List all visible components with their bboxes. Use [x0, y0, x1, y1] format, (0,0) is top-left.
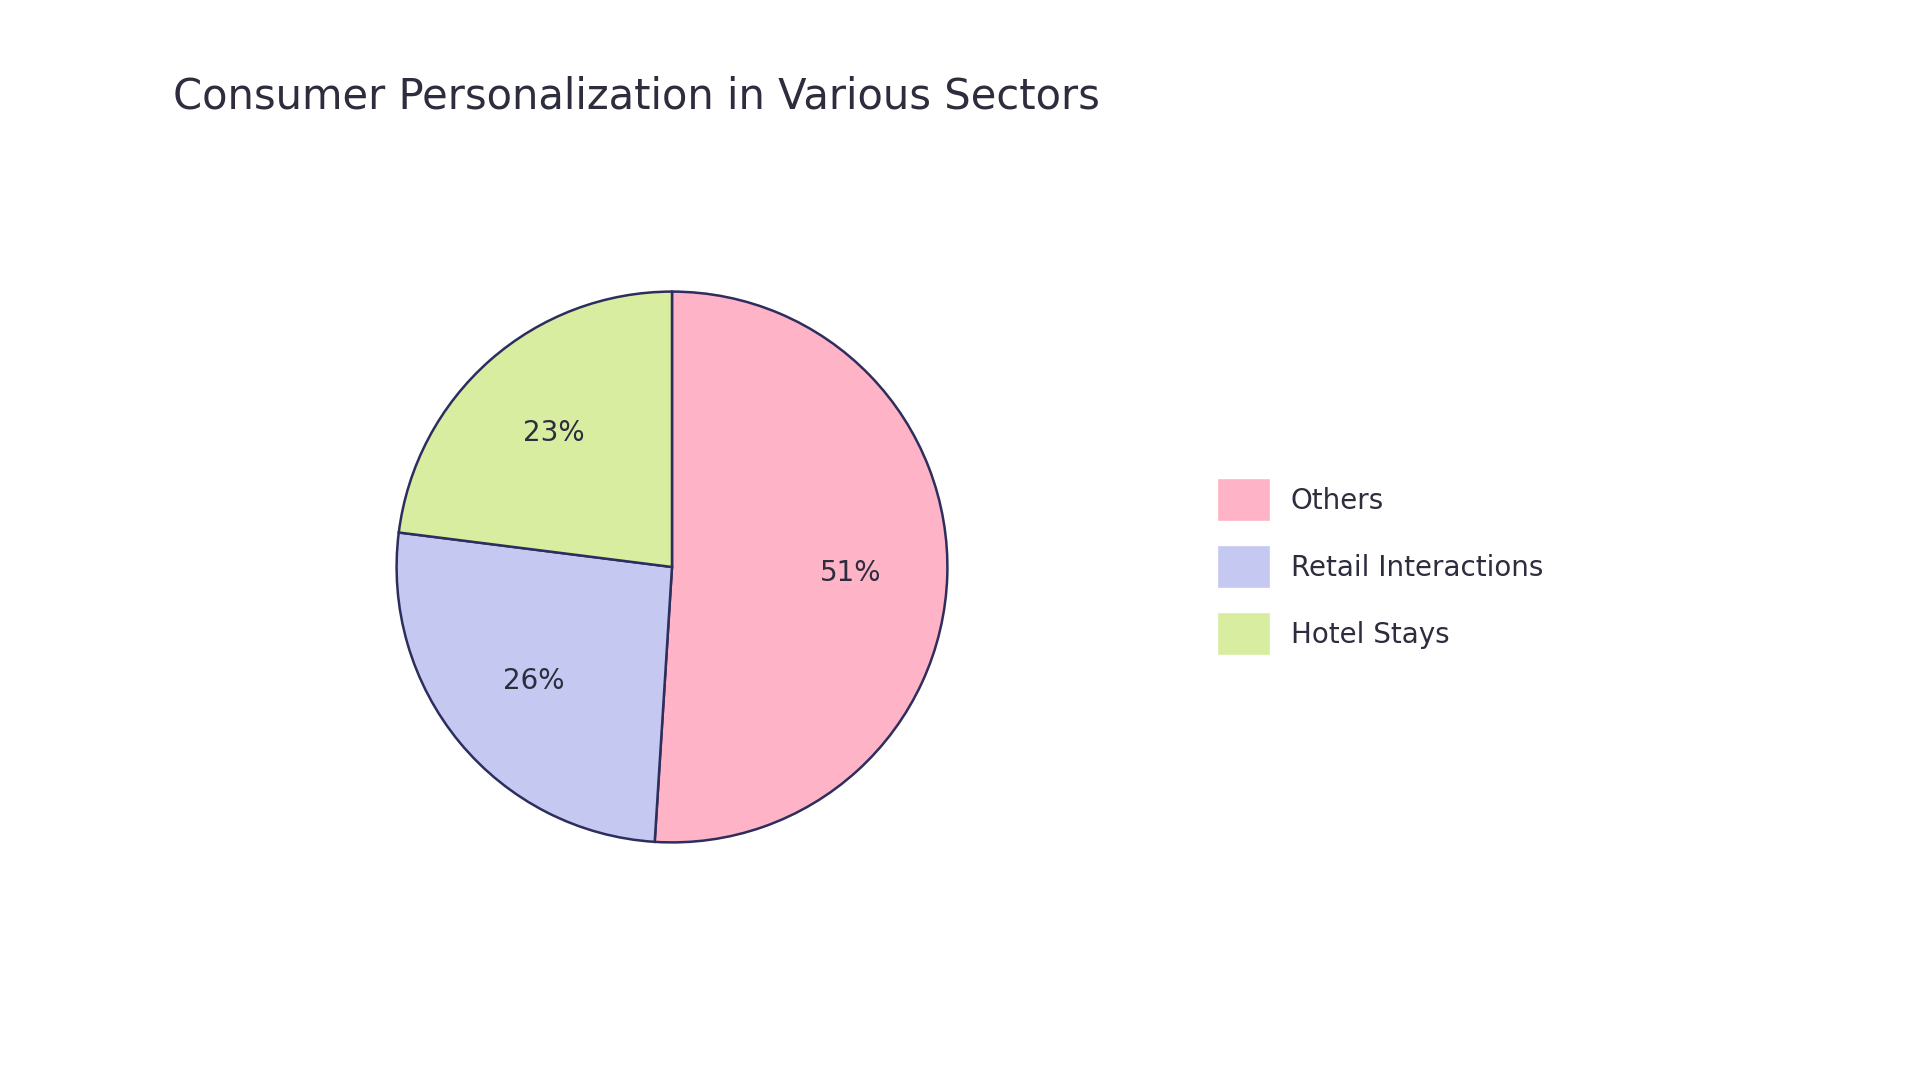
Text: 51%: 51%: [820, 558, 881, 586]
Text: 26%: 26%: [503, 667, 564, 696]
Text: Consumer Personalization in Various Sectors: Consumer Personalization in Various Sect…: [173, 76, 1100, 118]
Legend: Others, Retail Interactions, Hotel Stays: Others, Retail Interactions, Hotel Stays: [1190, 453, 1571, 681]
Text: 23%: 23%: [522, 419, 584, 447]
Wedge shape: [655, 292, 947, 842]
Wedge shape: [399, 292, 672, 567]
Wedge shape: [397, 532, 672, 841]
